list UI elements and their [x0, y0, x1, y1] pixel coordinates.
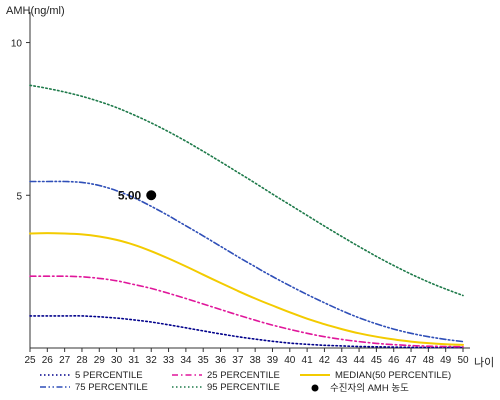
- series-line-4: [29, 84, 464, 297]
- y-ticks: 5 10: [11, 39, 30, 202]
- x-tick-label: 38: [250, 355, 262, 366]
- x-tick-label: 34: [180, 355, 192, 366]
- y-tick-label: 5: [16, 191, 22, 202]
- x-tick-label: 26: [42, 355, 54, 366]
- x-tick-label: 48: [423, 355, 435, 366]
- legend-point-label: 수진자의 AMH 농도: [330, 383, 409, 394]
- series-line-3: [29, 180, 464, 343]
- x-tick-label: 43: [336, 355, 348, 366]
- x-tick-label: 50: [457, 355, 469, 366]
- legend-label-3: 75 PERCENTILE: [75, 382, 148, 393]
- x-tick-label: 35: [198, 355, 210, 366]
- x-tick-label: 33: [163, 355, 175, 366]
- series-line-1: [29, 275, 464, 348]
- y-tick-label: 10: [11, 39, 23, 50]
- x-tick-label: 42: [319, 355, 331, 366]
- patient-amh-value-label: 5.00: [118, 188, 142, 202]
- x-ticks: 25 26 27 28 29 30 31 32 33 34 35 36 37 38 39 40 41 42 43 44…: [24, 348, 469, 366]
- x-tick-label: 47: [405, 355, 417, 366]
- x-tick-label: 40: [284, 355, 296, 366]
- legend-label-4: 95 PERCENTILE: [207, 382, 280, 393]
- x-tick-label: 49: [440, 355, 452, 366]
- series-line-2: [29, 232, 464, 346]
- points-layer: 5.00: [118, 188, 157, 202]
- x-tick-label: 41: [302, 355, 314, 366]
- x-tick-label: 27: [59, 355, 71, 366]
- legend-label-0: 5 PERCENTILE: [75, 370, 143, 381]
- x-tick-label: 30: [111, 355, 123, 366]
- x-tick-label: 45: [371, 355, 383, 366]
- x-tick-label: 31: [128, 355, 140, 366]
- legend-label-2: MEDIAN(50 PERCENTILE): [335, 370, 451, 381]
- x-tick-label: 32: [146, 355, 158, 366]
- x-tick-label: 36: [215, 355, 227, 366]
- x-tick-label: 44: [354, 355, 366, 366]
- x-tick-label: 25: [24, 355, 36, 366]
- patient-amh-point: [146, 190, 157, 201]
- legend-label-1: 25 PERCENTILE: [207, 370, 280, 381]
- x-tick-label: 29: [94, 355, 106, 366]
- x-tick-label: 39: [267, 355, 279, 366]
- x-tick-label: 37: [232, 355, 244, 366]
- series-line-0: [29, 315, 464, 349]
- x-tick-label: 28: [76, 355, 88, 366]
- y-axis-title: AMH(ng/ml): [6, 5, 65, 17]
- series-layer: [29, 84, 464, 349]
- x-tick-label: 46: [388, 355, 400, 366]
- x-axis-title: 나이: [474, 356, 494, 369]
- legend-point-marker: [311, 384, 319, 392]
